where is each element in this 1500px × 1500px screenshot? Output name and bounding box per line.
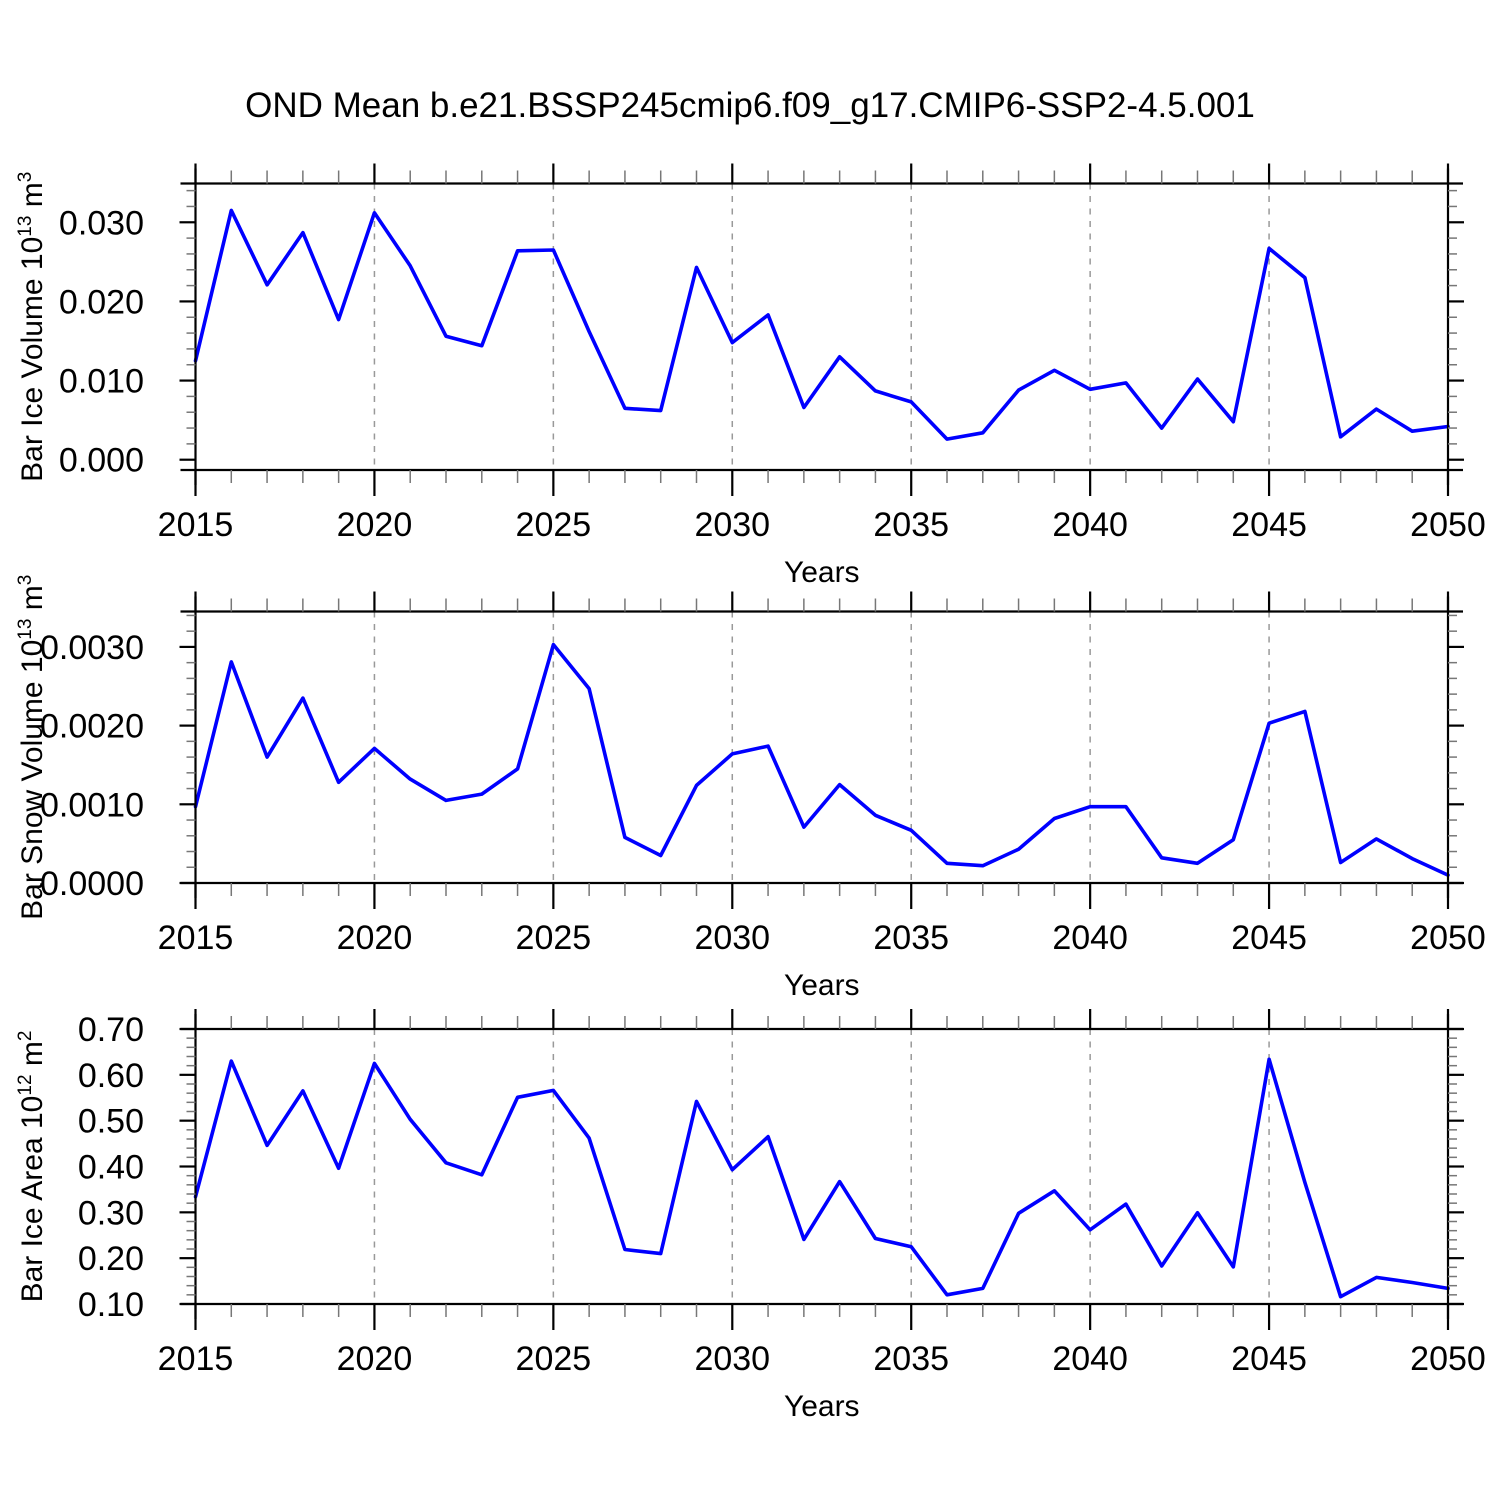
x-tick-label: 2015 (158, 919, 234, 957)
x-axis-title: Years (784, 1390, 860, 1423)
x-tick-label: 2050 (1410, 919, 1486, 957)
x-tick-label: 2035 (873, 1340, 949, 1378)
y-tick-label: 0.030 (59, 204, 144, 242)
y-tick-label: 0.0020 (40, 708, 144, 746)
panel-ice-area: 0.10 0.20 0.30 0.40 0.50 0.60 0.70 2015 2020 2025… (15, 1009, 1486, 1423)
y-tick-label: 0.20 (78, 1240, 144, 1278)
x-tick-label: 2025 (516, 506, 592, 544)
y-axis-title: Bar Ice Area 1012 m2 (15, 1031, 49, 1303)
series-line-ice-volume (193, 208, 1450, 441)
y-tick-label: 0.010 (59, 363, 144, 401)
x-tick-label: 2020 (337, 1340, 413, 1378)
y-tick-label: 0.60 (78, 1057, 144, 1095)
x-tick-label: 2035 (873, 919, 949, 957)
x-tick-label: 2030 (694, 506, 770, 544)
y-tick-label: 0.10 (78, 1286, 144, 1324)
x-axis-title: Years (784, 556, 860, 589)
x-tick-label: 2040 (1052, 919, 1128, 957)
series-line-ice-area (193, 1057, 1450, 1299)
x-tick-label: 2030 (694, 1340, 770, 1378)
x-tick-label: 2035 (873, 506, 949, 544)
x-tick-label: 2015 (158, 1340, 234, 1378)
x-tick-label: 2050 (1410, 1340, 1486, 1378)
x-tick-label: 2050 (1410, 506, 1486, 544)
y-tick-label: 0.000 (59, 442, 144, 480)
y-tick-label: 0.50 (78, 1103, 144, 1141)
x-tick-label: 2025 (516, 1340, 592, 1378)
x-tick-label: 2045 (1231, 919, 1307, 957)
x-tick-label: 2040 (1052, 506, 1128, 544)
x-tick-label: 2020 (337, 506, 413, 544)
y-tick-label: 0.40 (78, 1149, 144, 1187)
y-axis-title: Bar Snow Volume 1013 m3 (15, 575, 49, 920)
y-tick-label: 0.30 (78, 1194, 144, 1232)
x-tick-label: 2015 (158, 506, 234, 544)
y-tick-label: 0.020 (59, 283, 144, 321)
series-line-snow-volume (193, 642, 1450, 877)
page-title: OND Mean b.e21.BSSP245cmip6.f09_g17.CMIP… (245, 86, 1255, 125)
panel-snow-volume: 0.0000 0.0010 0.0020 0.0030 2015 2020 2025 2030… (15, 575, 1486, 1002)
x-tick-label: 2020 (337, 919, 413, 957)
x-axis-title: Years (784, 969, 860, 1002)
y-tick-label: 0.0010 (40, 786, 144, 824)
panel-ice-volume: 0.000 0.010 0.020 0.030 2015 2020 2025 2030 2035… (15, 163, 1486, 589)
x-tick-label: 2025 (516, 919, 592, 957)
x-tick-label: 2045 (1231, 1340, 1307, 1378)
x-tick-label: 2040 (1052, 1340, 1128, 1378)
y-tick-label: 0.70 (78, 1011, 144, 1049)
y-tick-label: 0.0000 (40, 865, 144, 903)
y-tick-label: 0.0030 (40, 629, 144, 667)
y-axis-title: Bar Ice Volume 1013 m3 (15, 172, 49, 482)
x-tick-label: 2045 (1231, 506, 1307, 544)
x-tick-label: 2030 (694, 919, 770, 957)
